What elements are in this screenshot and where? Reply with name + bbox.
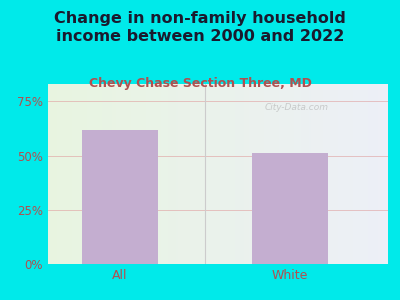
Text: City-Data.com: City-Data.com: [264, 103, 328, 112]
Bar: [82, 130, 158, 264]
Text: Change in non-family household
income between 2000 and 2022: Change in non-family household income be…: [54, 11, 346, 44]
Text: Chevy Chase Section Three, MD: Chevy Chase Section Three, MD: [88, 76, 312, 89]
Bar: [252, 153, 328, 264]
